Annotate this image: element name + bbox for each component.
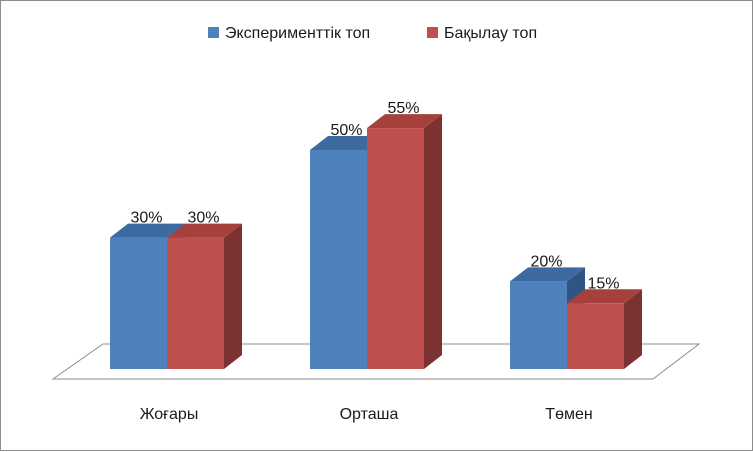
bar-control-2 [367,114,442,369]
bar-front [167,237,224,369]
category-label: Орташа [340,406,399,423]
bar-top [510,267,585,282]
bar-front [367,128,424,369]
data-label: 30% [130,210,162,227]
data-label: 50% [330,122,362,139]
category-label: Жоғары [140,406,199,423]
data-label: 55% [387,100,419,117]
bar-side [224,223,242,369]
data-label: 30% [187,210,219,227]
legend: Эксперименттік топ Бақылау топ [208,25,537,42]
bars-layer [110,114,642,369]
bar-top [110,223,185,238]
category-axis: Жоғары Орташа Төмен [140,406,593,423]
bar-side [624,289,642,369]
bar-side [424,114,442,369]
data-label: 20% [530,253,562,270]
legend-label: Эксперименттік топ [225,25,370,42]
bar-top [567,289,642,304]
bar-front [510,281,567,369]
bar-top [367,114,442,129]
legend-item-2: Бақылау топ [427,25,537,42]
labels-layer: 30% 30% 50% 55% 20% 15% [130,100,619,292]
category-label: Төмен [545,406,592,423]
bar-front [110,237,167,369]
data-label: 15% [587,275,619,292]
bar-top [167,223,242,238]
legend-label: Бақылау топ [444,25,537,42]
legend-swatch [208,27,219,38]
bar-control-3 [567,289,642,369]
bar-front [567,303,624,369]
bar-control-1 [167,223,242,369]
legend-item-1: Эксперименттік топ [208,25,370,42]
bar-front [310,150,367,369]
legend-swatch [427,27,438,38]
bar-top [310,136,385,150]
